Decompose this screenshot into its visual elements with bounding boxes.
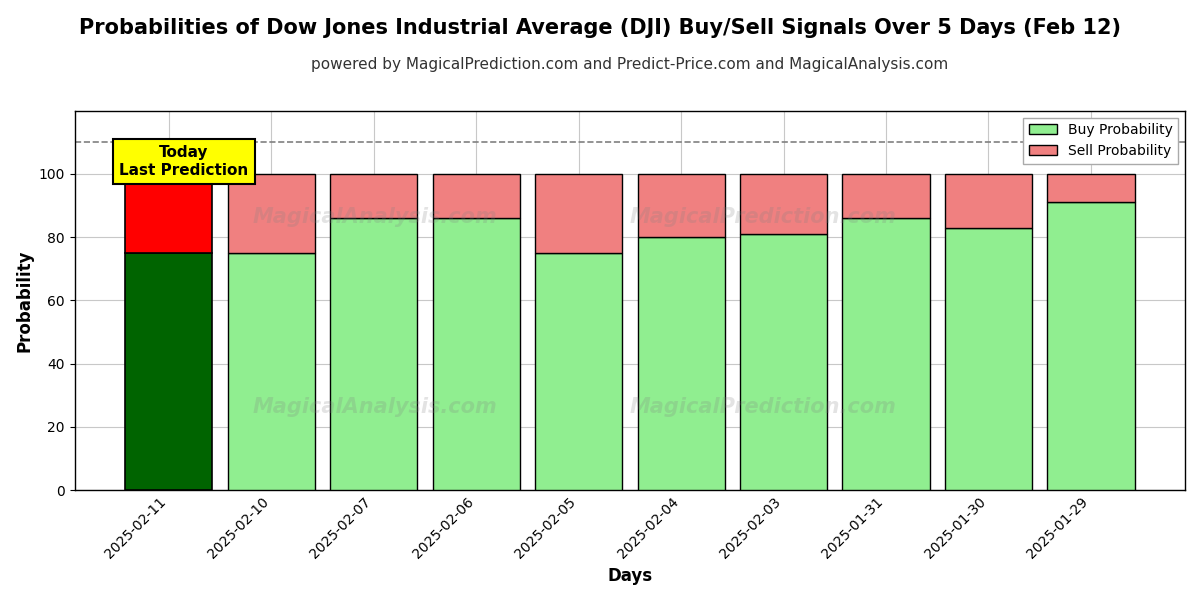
Bar — [125, 174, 212, 253]
Text: MagicalAnalysis.com: MagicalAnalysis.com — [252, 397, 497, 416]
Bar — [1048, 174, 1134, 202]
Bar — [330, 218, 418, 490]
Bar — [228, 253, 314, 490]
Bar — [842, 218, 930, 490]
Legend: Buy Probability, Sell Probability: Buy Probability, Sell Probability — [1024, 118, 1178, 164]
Bar — [637, 237, 725, 490]
Bar — [637, 174, 725, 237]
Bar — [432, 174, 520, 218]
Bar — [740, 174, 827, 234]
Text: MagicalPrediction.com: MagicalPrediction.com — [630, 207, 896, 227]
Bar — [330, 174, 418, 218]
Bar — [1048, 202, 1134, 490]
Bar — [125, 253, 212, 490]
Text: Today
Last Prediction: Today Last Prediction — [120, 145, 248, 178]
Bar — [944, 227, 1032, 490]
Y-axis label: Probability: Probability — [16, 249, 34, 352]
Text: Probabilities of Dow Jones Industrial Average (DJI) Buy/Sell Signals Over 5 Days: Probabilities of Dow Jones Industrial Av… — [79, 18, 1121, 38]
Bar — [432, 218, 520, 490]
Bar — [535, 174, 622, 253]
Title: powered by MagicalPrediction.com and Predict-Price.com and MagicalAnalysis.com: powered by MagicalPrediction.com and Pre… — [311, 57, 948, 72]
Bar — [228, 174, 314, 253]
Bar — [740, 234, 827, 490]
Text: MagicalAnalysis.com: MagicalAnalysis.com — [252, 207, 497, 227]
Bar — [944, 174, 1032, 227]
Bar — [842, 174, 930, 218]
X-axis label: Days: Days — [607, 567, 653, 585]
Bar — [535, 253, 622, 490]
Text: MagicalPrediction.com: MagicalPrediction.com — [630, 397, 896, 416]
